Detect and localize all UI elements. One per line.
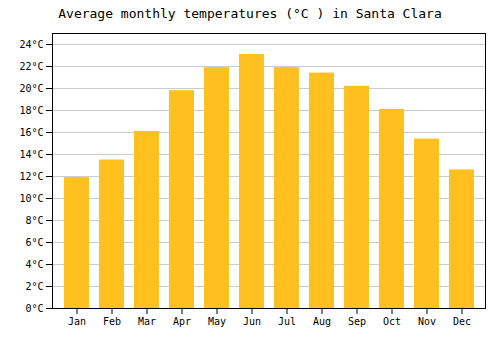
svg-text:6°C: 6°C <box>25 237 43 248</box>
svg-text:Mar: Mar <box>138 316 156 327</box>
html-text:Average monthly temperatures (: Average monthly temperatures (°C ) in Sa… <box>58 6 442 21</box>
svg-text:2°C: 2°C <box>25 281 43 292</box>
svg-text:0°C: 0°C <box>25 303 43 314</box>
svg-text:Oct: Oct <box>383 316 401 327</box>
svg-text:4°C: 4°C <box>25 259 43 270</box>
svg-text:24°C: 24°C <box>19 39 43 50</box>
svg-text:Jan: Jan <box>68 316 86 327</box>
svg-text:Jul: Jul <box>278 316 296 327</box>
svg-text:Feb: Feb <box>103 316 121 327</box>
svg-text:16°C: 16°C <box>19 127 43 138</box>
svg-text:Nov: Nov <box>418 316 436 327</box>
svg-text:20°C: 20°C <box>19 83 43 94</box>
svg-text:22°C: 22°C <box>19 61 43 72</box>
svg-text:8°C: 8°C <box>25 215 43 226</box>
svg-text:Aug: Aug <box>313 316 331 327</box>
svg-text:18°C: 18°C <box>19 105 43 116</box>
svg-text:May: May <box>208 316 226 327</box>
svg-text:10°C: 10°C <box>19 193 43 204</box>
svg-text:Dec: Dec <box>453 316 471 327</box>
svg-text:14°C: 14°C <box>19 149 43 160</box>
svg-text:Apr: Apr <box>173 316 191 327</box>
svg-text:Jun: Jun <box>243 316 261 327</box>
svg-text:Sep: Sep <box>348 316 366 327</box>
svg-text:12°C: 12°C <box>19 171 43 182</box>
